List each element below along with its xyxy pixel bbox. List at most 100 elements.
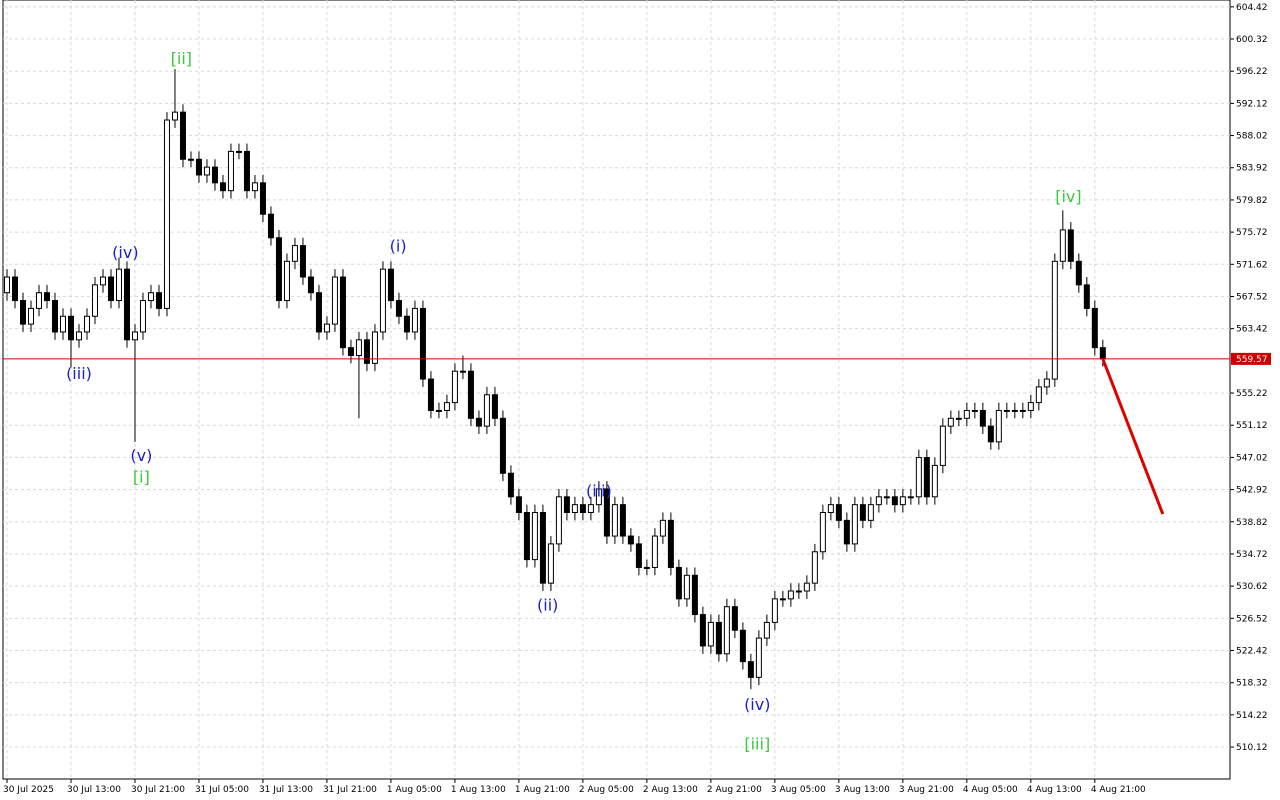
y-tick-label: 583.92	[1236, 164, 1268, 174]
candle-body	[275, 237, 282, 302]
candle-body	[627, 535, 634, 545]
candle-body	[467, 370, 474, 419]
wave-label: [iv]	[1055, 187, 1081, 206]
candle-body	[219, 182, 226, 192]
candle-body	[827, 504, 834, 514]
x-tick-label: 31 Jul 13:00	[259, 785, 313, 795]
candle-body	[667, 519, 674, 568]
candle-body	[699, 614, 706, 647]
candle-body	[1091, 307, 1098, 349]
y-tick-label: 579.82	[1236, 196, 1268, 206]
wave-label: [ii]	[171, 49, 192, 68]
candle-body	[675, 566, 682, 600]
candle-body	[491, 394, 498, 419]
x-tick-label: 2 Aug 21:00	[707, 785, 762, 795]
candle-body	[243, 150, 250, 192]
candle-body	[507, 472, 514, 498]
forecast-line	[1101, 358, 1165, 515]
wave-label: (v)	[130, 446, 152, 465]
candle-body	[451, 370, 458, 404]
candle-body	[915, 457, 922, 498]
y-tick-label: 530.62	[1236, 582, 1268, 592]
candle-body	[635, 543, 642, 568]
candle-body	[755, 637, 762, 678]
candle-body	[883, 496, 890, 499]
candle-body	[187, 158, 194, 161]
candle-body	[499, 417, 506, 474]
candle-body	[651, 535, 658, 568]
y-tick-label: 588.02	[1236, 132, 1268, 142]
candle-body	[531, 512, 538, 561]
y-tick-label: 518.32	[1236, 679, 1268, 689]
candle-body	[331, 276, 338, 325]
candle-body	[691, 574, 698, 616]
candle-body	[859, 504, 866, 521]
candle-body	[811, 551, 818, 584]
candle-body	[91, 284, 98, 317]
x-tick-label: 30 Jul 2025	[3, 785, 54, 795]
candle-body	[363, 339, 370, 364]
candle-body	[1067, 229, 1074, 262]
candle-body	[995, 409, 1002, 443]
wave-label: (ii)	[537, 595, 558, 614]
candle-body	[539, 512, 546, 584]
candle-body	[731, 606, 738, 631]
candle-body	[1011, 409, 1018, 412]
x-tick-label: 1 Aug 21:00	[515, 785, 570, 795]
candle-body	[619, 504, 626, 537]
y-tick-label: 563.42	[1236, 325, 1268, 335]
wave-label: (iii)	[586, 482, 612, 501]
candle-body	[379, 268, 386, 333]
candle-body	[483, 394, 490, 427]
candle-body	[3, 276, 10, 294]
candle-body	[851, 504, 858, 545]
candle-body	[59, 315, 66, 333]
y-tick-label: 547.02	[1236, 453, 1268, 463]
wave-label: [i]	[133, 467, 150, 486]
candle-body	[371, 331, 378, 364]
candle-body	[955, 417, 962, 420]
candle-body	[979, 409, 986, 427]
candle-body	[83, 315, 90, 333]
x-tick-label: 2 Aug 05:00	[579, 785, 634, 795]
candle-body	[139, 300, 146, 333]
candle-body	[163, 119, 170, 309]
candle-body	[387, 268, 394, 302]
x-tick-label: 1 Aug 05:00	[387, 785, 442, 795]
candle-body	[707, 621, 714, 647]
y-tick-label: 567.52	[1236, 292, 1268, 302]
candle-body	[299, 245, 306, 278]
candle-body	[723, 606, 730, 655]
candle-body	[1075, 260, 1082, 286]
candle-body	[779, 598, 786, 601]
y-tick-label: 526.52	[1236, 614, 1268, 624]
candle-body	[771, 598, 778, 623]
candle-body	[419, 307, 426, 380]
candle-body	[987, 425, 994, 443]
x-tick-label: 30 Jul 21:00	[131, 785, 185, 795]
candle-body	[347, 347, 354, 357]
candle-body	[131, 331, 138, 341]
candle-body	[35, 292, 42, 309]
candle-body	[107, 276, 114, 302]
candle-body	[171, 111, 178, 121]
candle-body	[587, 504, 594, 514]
candle-body	[323, 323, 330, 333]
candle-body	[1027, 402, 1034, 411]
candle-body	[339, 276, 346, 349]
candle-body	[683, 574, 690, 600]
candle-body	[443, 402, 450, 411]
candle-body	[923, 457, 930, 498]
wave-label: (iv)	[112, 243, 138, 262]
candle-body	[515, 496, 522, 514]
current-price-label: 559.57	[1236, 355, 1268, 365]
candle-body	[1043, 378, 1050, 388]
candle-body	[555, 496, 562, 545]
candle-body	[547, 543, 554, 584]
candle-body	[235, 150, 242, 153]
x-tick-label: 4 Aug 21:00	[1091, 785, 1146, 795]
candle-body	[931, 464, 938, 498]
candle-body	[251, 182, 258, 192]
candle-body	[43, 292, 50, 302]
